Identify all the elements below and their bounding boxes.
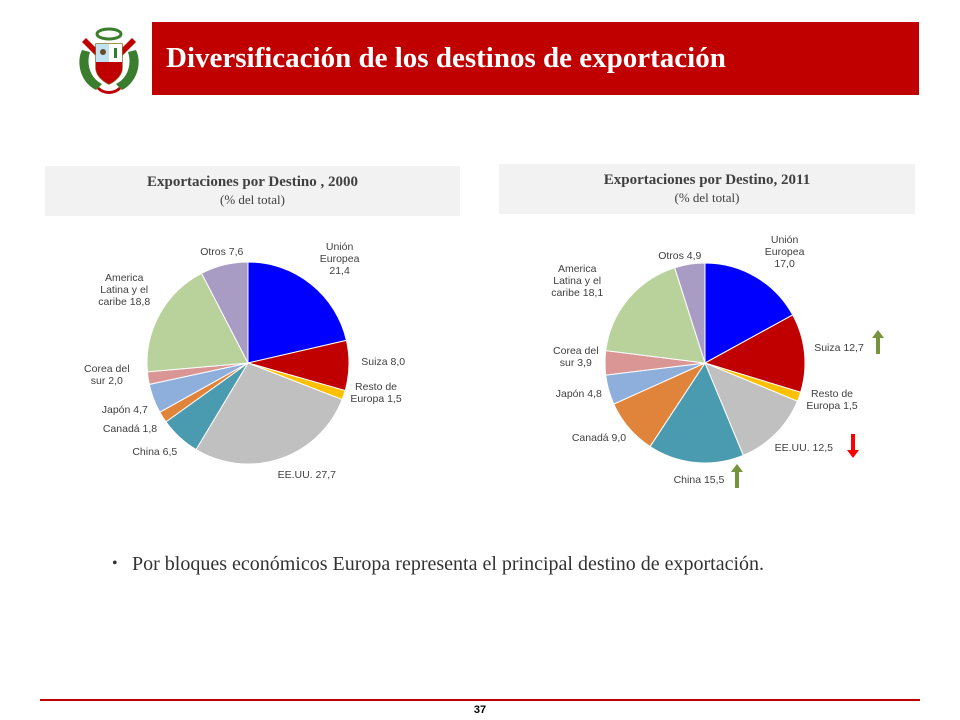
pie-slice-2011-china (649, 361, 744, 464)
bullet-point: • Por bloques económicos Europa represen… (112, 551, 852, 577)
pie-slice-2000-america-latina-y-el-caribe (146, 272, 249, 373)
pie-label-2011-canada: Canadá 9,0 (572, 432, 626, 444)
pie-label-2000-ee-uu: EE.UU. 27,7 (278, 469, 337, 481)
pie-label-2000-america-latina-y-el-caribe: America Latina y el caribe 18,8 (98, 272, 150, 308)
pie-label-2011-corea-del-sur: Corea del sur 3,9 (553, 345, 599, 369)
chart-title-2000: Exportaciones por Destino , 2000 (147, 174, 358, 190)
pie-slice-2011-america-latina-y-el-caribe (605, 267, 706, 364)
chart-title-2011: Exportaciones por Destino, 2011 (603, 172, 811, 188)
trend-up-arrow-icon (731, 464, 743, 488)
pie-label-2000-japon: Japón 4,7 (102, 404, 148, 416)
pie-label-2011-otros: Otros 4,9 (658, 250, 701, 262)
pie-label-2000-china: China 6,5 (132, 446, 177, 458)
pie-label-2000-union-europea: Unión Europea 21,4 (320, 241, 360, 277)
pie-label-2011-ee-uu: EE.UU. 12,5 (775, 442, 834, 454)
pie-label-2011-america-latina-y-el-caribe: America Latina y el caribe 18,1 (551, 263, 603, 299)
pie-label-2000-resto-de-europa: Resto de Europa 1,5 (350, 381, 402, 405)
pie-slice-2000-otros (200, 261, 249, 364)
trend-up-arrow-icon (872, 330, 884, 354)
bullet-text: Por bloques económicos Europa representa… (132, 553, 765, 575)
pie-label-2000-suiza: Suiza 8,0 (361, 356, 405, 368)
title-bar: Diversificación de los destinos de expor… (152, 22, 919, 95)
pie-label-2000-corea-del-sur: Corea del sur 2,0 (84, 363, 130, 387)
pie-label-2011-resto-de-europa: Resto de Europa 1,5 (806, 388, 858, 412)
chart-subtitle-2011: (% del total) (674, 190, 740, 205)
pie-label-2000-otros: Otros 7,6 (200, 246, 243, 258)
pie-label-2011-union-europea: Unión Europea 17,0 (765, 234, 805, 270)
footer-divider (40, 699, 920, 701)
pie-slice-2011-suiza (703, 314, 806, 393)
pie-slice-2000-union-europea (247, 261, 348, 364)
pie-slice-2000-ee-uu (195, 362, 343, 465)
bullet-icon: • (112, 555, 118, 572)
peru-coat-of-arms-logo (79, 27, 139, 94)
pie-label-2000-canada: Canadá 1,8 (103, 423, 157, 435)
slide-title: Diversificación de los destinos de expor… (166, 42, 726, 74)
chart-header-2011: Exportaciones por Destino, 2011 (% del t… (499, 164, 915, 214)
pie-slice-2011-union-europea (704, 262, 794, 364)
chart-subtitle-2000: (% del total) (220, 192, 285, 207)
pie-slice-2011-otros (674, 262, 706, 364)
page-number: 37 (473, 704, 487, 716)
chart-header-2000: Exportaciones por Destino , 2000 (% del … (45, 166, 460, 216)
pie-label-2011-suiza: Suiza 12,7 (814, 342, 864, 354)
pie-slice-2011-ee-uu (704, 362, 799, 457)
pie-label-2011-china: China 15,5 (674, 474, 725, 486)
pie-label-2011-japon: Japón 4,8 (556, 388, 602, 400)
trend-down-arrow-icon (847, 434, 859, 458)
